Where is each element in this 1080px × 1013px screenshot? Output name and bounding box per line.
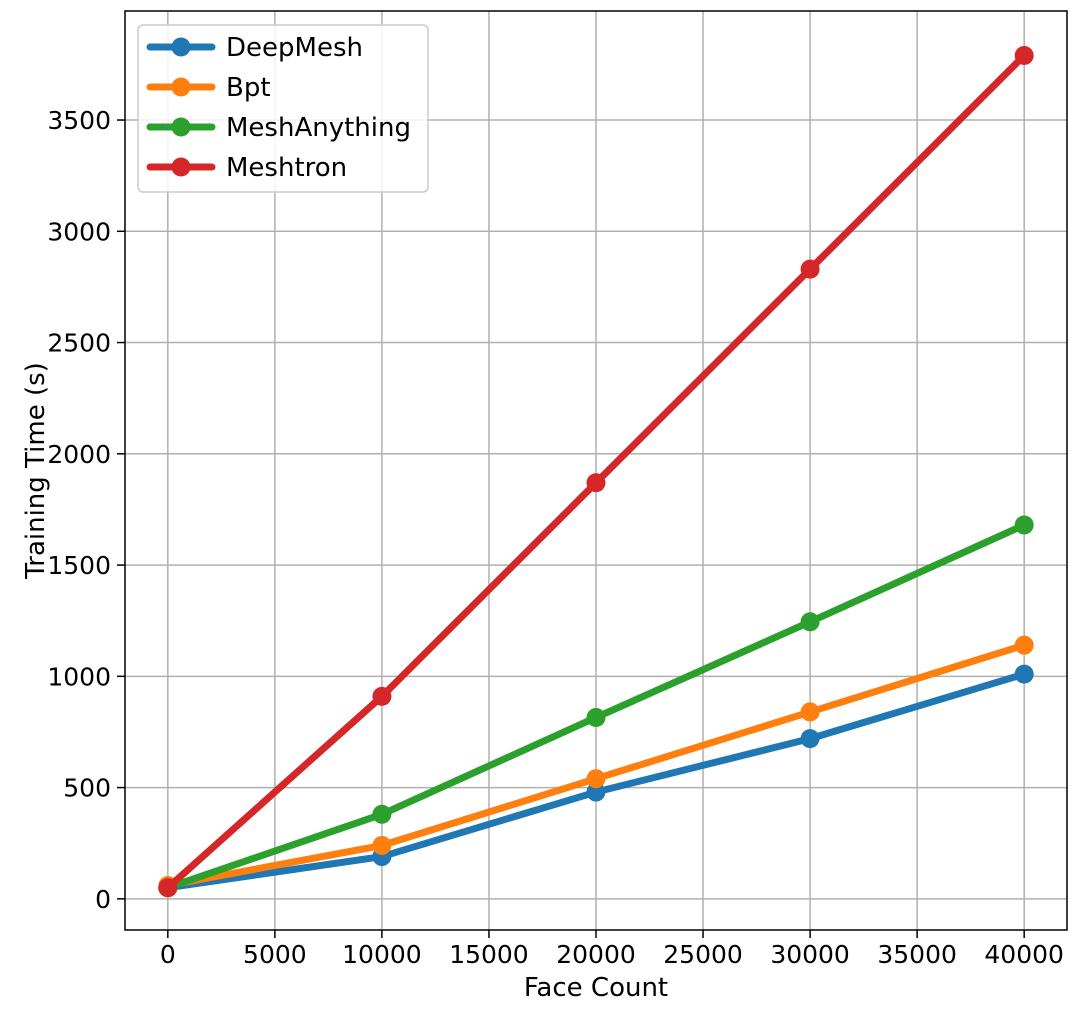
legend-item-meshanything: MeshAnything	[146, 113, 411, 143]
data-point	[586, 769, 606, 789]
data-point	[800, 259, 820, 279]
data-point	[586, 473, 606, 493]
x-tick-label: 5000	[243, 940, 307, 969]
legend-marker	[171, 157, 191, 177]
y-tick-label: 1500	[47, 551, 111, 580]
y-tick-label: 1000	[47, 662, 111, 691]
data-point	[158, 878, 178, 898]
data-point	[586, 707, 606, 727]
data-point	[800, 729, 820, 749]
data-point	[372, 804, 392, 824]
y-tick-label: 2000	[47, 440, 111, 469]
legend-label: Bpt	[226, 73, 271, 103]
data-point	[586, 782, 606, 802]
y-tick-label: 2500	[47, 329, 111, 358]
axis-ticks: 0 5000 10000 15000 20000 25000 30000 35000 40000…	[47, 106, 1064, 969]
x-tick-label: 10000	[342, 940, 422, 969]
data-point	[800, 702, 820, 722]
y-axis-title: Training Time (s)	[21, 362, 51, 580]
legend-label: MeshAnything	[226, 113, 411, 143]
data-point	[372, 686, 392, 706]
legend-marker	[171, 117, 191, 137]
series-group	[158, 46, 1034, 898]
x-tick-label: 40000	[984, 940, 1064, 969]
legend-label: DeepMesh	[226, 33, 363, 63]
x-tick-label: 25000	[663, 940, 743, 969]
legend-marker	[171, 77, 191, 97]
data-point	[1014, 46, 1034, 66]
x-tick-label: 30000	[770, 940, 850, 969]
data-point	[1014, 635, 1034, 655]
x-axis-title: Face Count	[524, 973, 668, 1003]
x-tick-label: 15000	[449, 940, 529, 969]
data-point	[1014, 515, 1034, 535]
y-tick-label: 3500	[47, 106, 111, 135]
data-point	[372, 835, 392, 855]
data-point	[1014, 664, 1034, 684]
legend-box	[137, 24, 429, 193]
series-meshtron	[158, 46, 1034, 898]
legend-item-deepmesh: DeepMesh	[146, 33, 363, 63]
x-tick-label: 0	[160, 940, 176, 969]
legend-label: Meshtron	[226, 153, 347, 183]
y-tick-label: 0	[95, 885, 111, 914]
x-tick-label: 20000	[556, 940, 636, 969]
x-tick-label: 35000	[877, 940, 957, 969]
legend-item-meshtron: Meshtron	[146, 153, 347, 183]
legend: DeepMesh Bpt MeshAnything Meshtron	[137, 24, 429, 193]
y-tick-label: 3000	[47, 217, 111, 246]
y-tick-label: 500	[63, 774, 111, 803]
legend-marker	[171, 37, 191, 57]
data-point	[800, 612, 820, 632]
legend-item-bpt: Bpt	[146, 73, 271, 103]
